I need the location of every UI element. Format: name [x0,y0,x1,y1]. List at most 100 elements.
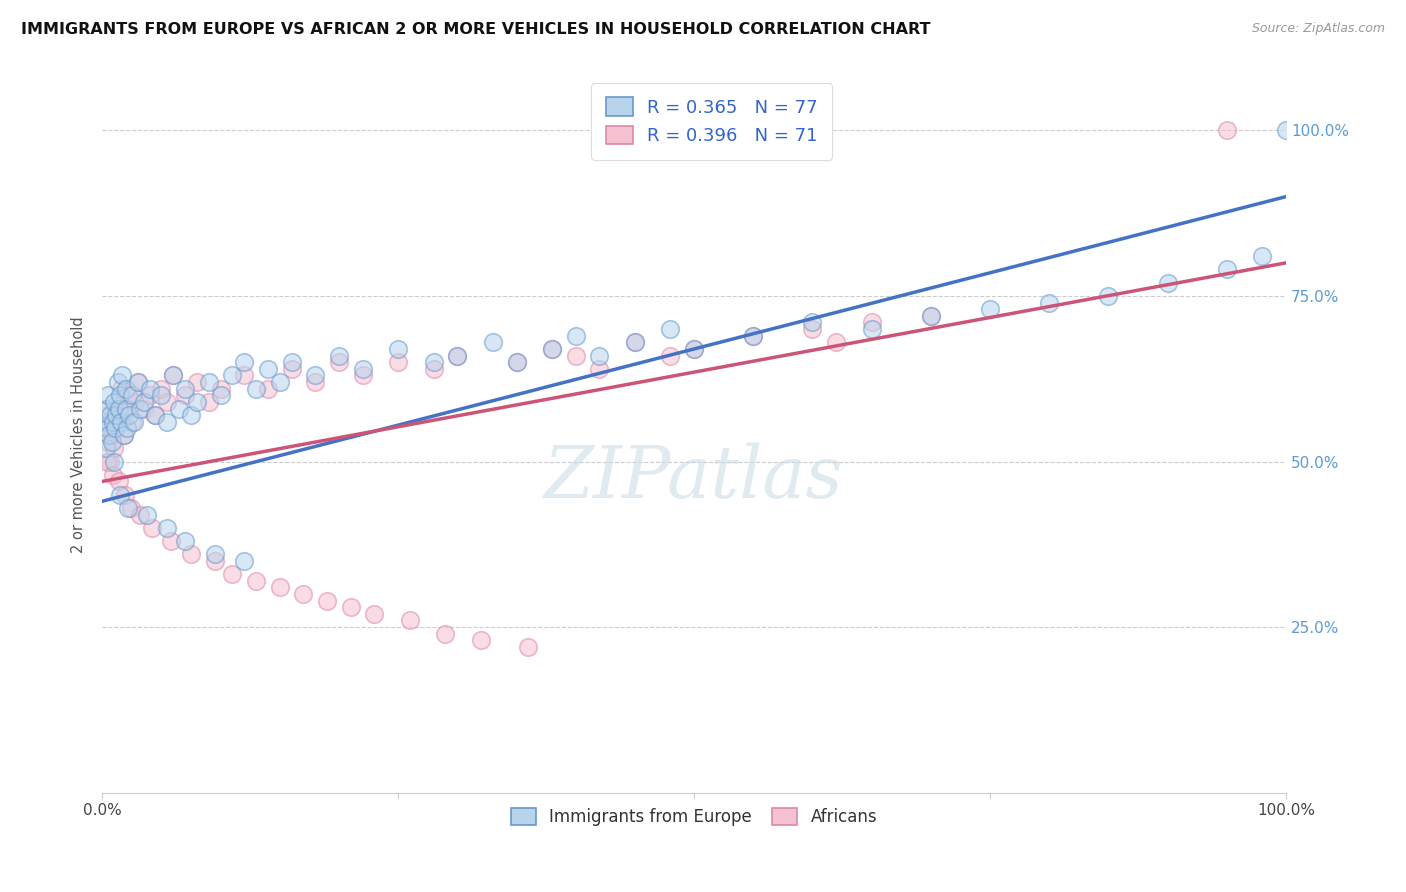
Point [96,401,118,416]
Point [209,388,232,402]
Point [860,316,883,330]
Point [132,395,155,409]
Point [860,322,883,336]
Point [115,421,138,435]
Point [209,382,232,396]
Point [112,428,135,442]
Point [387,342,409,356]
Point [588,361,610,376]
Point [1216,262,1239,277]
Point [204,547,226,561]
Point [1216,123,1239,137]
Point [112,428,135,442]
Point [100,428,122,442]
Point [801,322,824,336]
Point [825,335,848,350]
Point [94,442,117,456]
Point [280,355,302,369]
Point [114,488,136,502]
Text: IMMIGRANTS FROM EUROPE VS AFRICAN 2 OR MORE VEHICLES IN HOUSEHOLD CORRELATION CH: IMMIGRANTS FROM EUROPE VS AFRICAN 2 OR M… [21,22,931,37]
Point [1038,295,1060,310]
Point [104,421,127,435]
Point [107,401,129,416]
Point [150,382,173,396]
Point [683,342,706,356]
Point [136,508,159,522]
Point [292,587,315,601]
Point [103,408,125,422]
Point [94,401,117,416]
Point [121,415,143,429]
Point [186,375,208,389]
Point [174,382,197,396]
Point [245,382,267,396]
Point [505,355,527,369]
Point [1251,249,1274,263]
Point [742,328,765,343]
Point [197,375,219,389]
Point [98,428,121,442]
Point [180,408,202,422]
Point [387,355,409,369]
Point [280,361,302,376]
Point [145,408,167,422]
Point [101,467,124,482]
Point [100,434,122,449]
Point [132,401,155,416]
Point [150,388,173,402]
Point [1275,123,1298,137]
Point [588,349,610,363]
Point [108,488,131,502]
Point [162,368,184,383]
Point [100,454,122,468]
Point [111,368,134,383]
Point [105,408,128,422]
Point [118,408,141,422]
Point [174,388,197,402]
Point [174,534,197,549]
Point [505,355,527,369]
Point [108,408,131,422]
Point [233,355,256,369]
Point [624,335,647,350]
Point [517,640,540,654]
Point [101,415,124,429]
Point [221,567,243,582]
Point [257,382,280,396]
Point [624,335,647,350]
Point [117,388,139,402]
Point [108,388,131,402]
Point [105,421,128,435]
Point [160,534,183,549]
Legend: Immigrants from Europe, Africans: Immigrants from Europe, Africans [503,799,886,834]
Point [1156,276,1178,290]
Point [167,401,190,416]
Point [328,349,350,363]
Point [115,382,138,396]
Point [920,309,942,323]
Point [162,368,184,383]
Point [127,375,149,389]
Point [422,355,444,369]
Point [120,500,142,515]
Point [920,309,942,323]
Point [233,368,256,383]
Text: ZIPatlas: ZIPatlas [544,442,844,513]
Point [156,521,179,535]
Point [138,382,160,396]
Point [204,554,226,568]
Point [107,475,129,489]
Point [110,382,132,396]
Point [801,316,824,330]
Point [97,421,120,435]
Point [115,401,138,416]
Point [124,395,146,409]
Point [422,361,444,376]
Point [156,415,179,429]
Point [245,574,267,588]
Point [103,442,125,456]
Point [110,415,132,429]
Point [107,375,129,389]
Point [141,521,163,535]
Point [115,401,138,416]
